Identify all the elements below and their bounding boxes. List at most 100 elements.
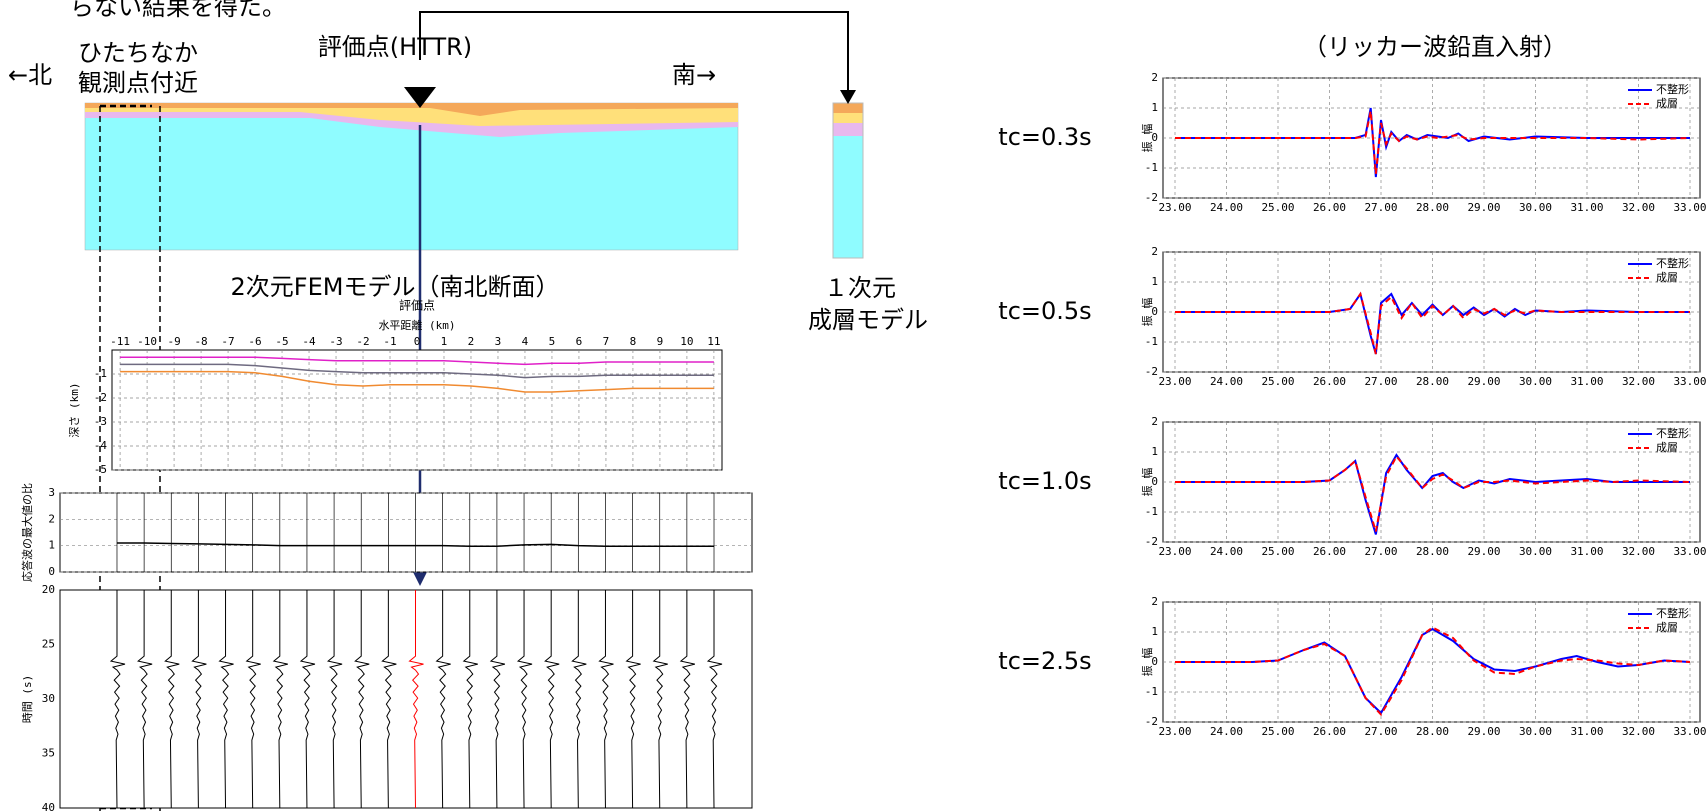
y-tick-label: -5 [94, 463, 107, 476]
y-tick-label: 35 [42, 747, 55, 760]
x-tick-label: 33.00 [1673, 201, 1706, 214]
x-tick-label: 31.00 [1570, 725, 1603, 738]
x-tick-label: 23.00 [1158, 375, 1191, 388]
y-tick-label: 2 [1151, 415, 1158, 428]
trace [571, 590, 587, 809]
trace [326, 590, 343, 809]
x-tick-label: 31.00 [1570, 375, 1603, 388]
x-tick-label: 29.00 [1467, 375, 1500, 388]
y-tick-label: 0 [1151, 475, 1158, 488]
y-tick-label: 3 [48, 486, 55, 499]
one-d-caption: 成層モデル [808, 306, 928, 334]
y-tick-label: 2 [1151, 71, 1158, 84]
legend-label: 不整形 [1656, 606, 1689, 620]
x-tick-label: 24.00 [1210, 201, 1243, 214]
trace [408, 590, 424, 809]
x-tick-label: 24.00 [1210, 375, 1243, 388]
x-tick-label: -10 [137, 335, 157, 348]
x-tick-label: 28.00 [1416, 725, 1449, 738]
x-tick-label: 28.00 [1416, 201, 1449, 214]
y-tick-label: 2 [1151, 245, 1158, 258]
trace [137, 590, 153, 809]
legend-label: 不整形 [1656, 82, 1689, 96]
chart-label: tc=0.5s [998, 297, 1091, 325]
ricker-title: （リッカー波鉛直入射） [1303, 33, 1567, 61]
y-axis-label: 振 幅 [1140, 298, 1154, 327]
site-label: 観測点付近 [78, 69, 198, 97]
y-axis-label: 振 幅 [1140, 468, 1154, 497]
x-tick-label: 23.00 [1158, 725, 1191, 738]
x-tick-label: 32.00 [1622, 201, 1655, 214]
legend-label: 成層 [1656, 97, 1678, 110]
trace [191, 590, 207, 809]
trace [489, 590, 506, 809]
y-tick-label: 30 [42, 692, 55, 705]
x-tick-label: -9 [167, 335, 180, 348]
x-tick-label: 30.00 [1519, 375, 1552, 388]
series-line [1175, 454, 1691, 532]
y-tick-label: -4 [94, 439, 108, 452]
eval-point-label: 評価点(HTTR) [318, 33, 472, 61]
x-tick-label: -5 [275, 335, 288, 348]
series-line [1175, 110, 1691, 175]
trace [354, 590, 370, 809]
x-tick-label: 6 [576, 335, 583, 348]
trace [544, 590, 560, 809]
x-tick-label: 32.00 [1622, 545, 1655, 558]
x-tick-label: 9 [657, 335, 664, 348]
trace [381, 590, 397, 809]
x-tick-label: 31.00 [1570, 545, 1603, 558]
x-tick-label: 24.00 [1210, 545, 1243, 558]
x-tick-label: 27.00 [1364, 375, 1397, 388]
y-tick-label: 0 [1151, 655, 1158, 668]
y-tick-label: -3 [94, 415, 107, 428]
one-d-column [832, 102, 864, 259]
y-tick-label: -2 [1145, 365, 1158, 378]
north-label: ←北 [8, 61, 52, 89]
y-tick-label: -2 [1145, 715, 1158, 728]
series-line [1175, 626, 1691, 717]
plot-frame [59, 492, 753, 573]
x-tick-label: 26.00 [1313, 375, 1346, 388]
x-tick-label: 33.00 [1673, 725, 1706, 738]
x-tick-label: 32.00 [1622, 375, 1655, 388]
x-tick-label: 5 [549, 335, 556, 348]
y-axis-label: 深さ (km) [68, 382, 81, 437]
fem-caption: 2次元FEMモデル（南北断面） [231, 273, 560, 301]
x-tick-label: 32.00 [1622, 725, 1655, 738]
x-tick-label: 10 [680, 335, 693, 348]
x-axis-label: 水平距離 (km) [378, 318, 455, 332]
trace [164, 590, 180, 809]
x-tick-label: 30.00 [1519, 545, 1552, 558]
x-tick-label: 7 [603, 335, 610, 348]
y-tick-label: 0 [48, 565, 55, 578]
x-tick-label: 25.00 [1261, 545, 1294, 558]
x-tick-label: 4 [522, 335, 529, 348]
arrow-head [840, 90, 856, 104]
fem-model [84, 102, 739, 251]
legend-label: 不整形 [1656, 426, 1689, 440]
x-tick-label: -6 [248, 335, 261, 348]
x-tick-label: 27.00 [1364, 545, 1397, 558]
x-tick-label: -1 [383, 335, 396, 348]
y-tick-label: -1 [1145, 505, 1158, 518]
series-line [120, 363, 714, 379]
trace [706, 590, 723, 809]
x-tick-label: -8 [194, 335, 207, 348]
x-tick-label: 3 [495, 335, 502, 348]
y-tick-label: -2 [1145, 535, 1158, 548]
y-tick-label: -2 [1145, 191, 1158, 204]
y-tick-label: -1 [1145, 685, 1158, 698]
x-tick-label: 28.00 [1416, 545, 1449, 558]
x-tick-label: 29.00 [1467, 545, 1500, 558]
x-tick-label: 30.00 [1519, 201, 1552, 214]
y-axis-label: 時間 (s) [21, 675, 34, 724]
trace [435, 590, 451, 809]
site-label: ひたちなか [78, 39, 198, 67]
y-tick-label: 1 [1151, 625, 1158, 638]
x-tick-label: 30.00 [1519, 725, 1552, 738]
y-tick-label: -1 [1145, 161, 1158, 174]
x-tick-label: 29.00 [1467, 201, 1500, 214]
x-tick-label: -2 [356, 335, 369, 348]
